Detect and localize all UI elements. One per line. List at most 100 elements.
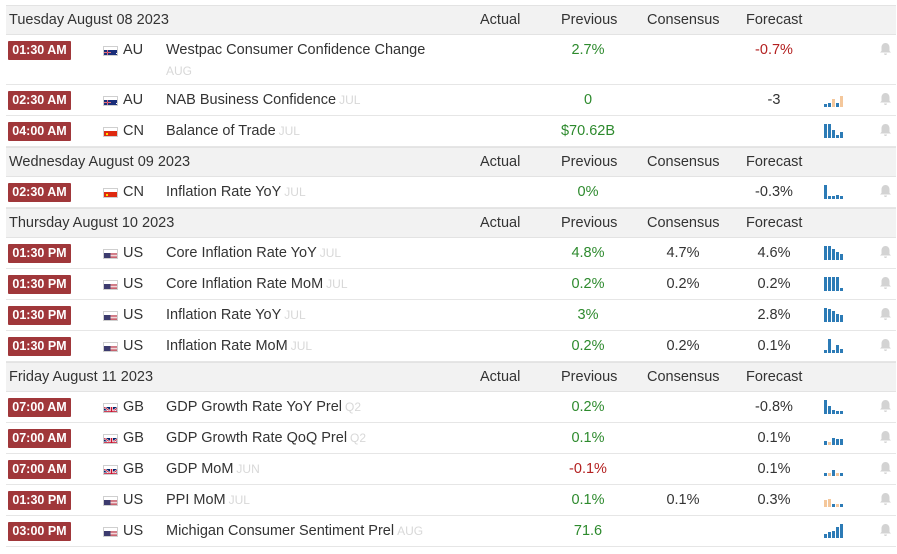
event-row[interactable]: 07:00 AM GB GDP Growth Rate YoY Prel Q2 0.2%… — [6, 392, 896, 423]
sparkline-bar — [824, 104, 827, 107]
sparkline-chart[interactable] — [824, 124, 852, 138]
event-name[interactable]: NAB Business Confidence — [166, 92, 337, 108]
sparkline-chart[interactable] — [824, 400, 852, 414]
bell-icon[interactable] — [879, 184, 892, 198]
event-row[interactable]: 03:00 PM US Michigan Consumer Sentiment Pr… — [6, 516, 896, 547]
event-name[interactable]: Westpac Consumer Confidence Change — [166, 42, 426, 58]
consensus-value: 0.2% — [666, 338, 700, 354]
forecast-value: 0.1% — [757, 430, 791, 446]
event-period: JUL — [228, 493, 250, 507]
event-name-link[interactable]: NAB Business Confidence JUL — [166, 92, 360, 108]
event-row[interactable]: 01:30 PM US Inflation Rate YoY JUL 3% 2.8% — [6, 300, 896, 331]
previous-value: 2.7% — [571, 42, 605, 58]
cn-flag-icon — [103, 127, 118, 137]
event-name-link[interactable]: Michigan Consumer Sentiment Prel AUG — [166, 523, 423, 539]
event-name-link[interactable]: Inflation Rate YoY JUL — [166, 184, 306, 200]
event-name[interactable]: Core Inflation Rate YoY — [166, 245, 317, 261]
sparkline-bar — [824, 534, 827, 538]
day-title: Wednesday August 09 2023 — [9, 154, 191, 170]
event-name-link[interactable]: GDP Growth Rate YoY Prel Q2 — [166, 399, 361, 415]
sparkline-bar — [828, 196, 831, 199]
event-name[interactable]: GDP MoM — [166, 461, 234, 477]
sparkline-bar — [824, 308, 827, 322]
event-name-link[interactable]: GDP Growth Rate QoQ Prel Q2 — [166, 430, 366, 446]
sparkline-chart[interactable] — [824, 277, 852, 291]
event-name[interactable]: GDP Growth Rate YoY Prel — [166, 399, 342, 415]
event-name-link[interactable]: Inflation Rate YoY JUL — [166, 307, 306, 323]
country-code: GB — [123, 461, 144, 477]
sparkline-bar — [832, 531, 835, 538]
event-name-link[interactable]: Core Inflation Rate MoM JUL — [166, 276, 348, 292]
sparkline-bar — [828, 339, 831, 353]
event-name[interactable]: Michigan Consumer Sentiment Prel — [166, 523, 395, 539]
event-name[interactable]: GDP Growth Rate QoQ Prel — [166, 430, 348, 446]
sparkline-chart[interactable] — [824, 493, 852, 507]
event-name-link[interactable]: GDP MoM JUN — [166, 461, 260, 477]
bell-icon[interactable] — [879, 276, 892, 290]
sparkline-bar — [836, 135, 839, 138]
day-title: Tuesday August 08 2023 — [9, 12, 169, 28]
event-row[interactable]: 04:00 AM CN Balance of Trade JUL $70.62B — [6, 116, 896, 147]
event-row[interactable]: 07:00 AM GB GDP Growth Rate QoQ Prel Q2 0.1%… — [6, 423, 896, 454]
forecast-value: 0.2% — [757, 276, 791, 292]
us-flag-icon — [103, 527, 118, 537]
sparkline-bar — [828, 473, 831, 476]
sparkline-chart[interactable] — [824, 431, 852, 445]
event-row[interactable]: 01:30 PM US Core Inflation Rate MoM JUL 0.2%… — [6, 269, 896, 300]
bell-icon[interactable] — [879, 492, 892, 506]
sparkline-chart[interactable] — [824, 185, 852, 199]
sparkline-bar — [832, 410, 835, 414]
sparkline-bar — [840, 411, 843, 414]
bell-icon[interactable] — [879, 430, 892, 444]
event-name[interactable]: Balance of Trade — [166, 123, 276, 139]
bell-icon[interactable] — [879, 338, 892, 352]
event-name[interactable]: Core Inflation Rate MoM — [166, 276, 324, 292]
sparkline-bar — [824, 350, 827, 353]
bell-icon[interactable] — [879, 123, 892, 137]
sparkline-chart[interactable] — [824, 524, 852, 538]
sparkline-chart[interactable] — [824, 93, 852, 107]
bell-icon[interactable] — [879, 399, 892, 413]
event-row[interactable]: 01:30 AM AU Westpac Consumer Confidence Ch… — [6, 35, 896, 85]
event-name[interactable]: Inflation Rate MoM — [166, 338, 288, 354]
event-row[interactable]: 01:30 PM US PPI MoM JUL 0.1% 0.1% 0.3% — [6, 485, 896, 516]
event-name-link[interactable]: Westpac Consumer Confidence Change — [166, 42, 425, 58]
event-name-link[interactable]: PPI MoM JUL — [166, 492, 250, 508]
previous-value: 0.2% — [571, 276, 605, 292]
bell-icon[interactable] — [879, 245, 892, 259]
sparkline-bar — [832, 277, 835, 291]
sparkline-bar — [828, 499, 831, 507]
event-row[interactable]: 02:30 AM AU NAB Business Confidence JUL 0 -3 — [6, 85, 896, 116]
event-period: JUL — [284, 308, 306, 322]
event-name-link[interactable]: Inflation Rate MoM JUL — [166, 338, 312, 354]
sparkline-bar — [840, 96, 843, 107]
event-name-link[interactable]: Core Inflation Rate YoY JUL — [166, 245, 341, 261]
time-badge: 01:30 PM — [8, 275, 71, 294]
event-row[interactable]: 01:30 PM US Inflation Rate MoM JUL 0.2% 0.2% 0… — [6, 331, 896, 362]
sparkline-bar — [824, 500, 827, 507]
event-row[interactable]: 01:30 PM US Core Inflation Rate YoY JUL 4.8%… — [6, 238, 896, 269]
event-name[interactable]: PPI MoM — [166, 492, 226, 508]
previous-value: 0.2% — [571, 338, 605, 354]
bell-icon[interactable] — [879, 307, 892, 321]
event-row[interactable]: 02:30 AM CN Inflation Rate YoY JUL 0% -0.3% — [6, 177, 896, 208]
event-name[interactable]: Inflation Rate YoY — [166, 307, 282, 323]
column-header-consensus: Consensus — [647, 154, 720, 170]
sparkline-bar — [836, 277, 839, 291]
sparkline-bar — [840, 524, 843, 538]
event-name-link[interactable]: Balance of Trade JUL — [166, 123, 300, 139]
bell-icon[interactable] — [879, 92, 892, 106]
bell-icon[interactable] — [879, 461, 892, 475]
event-period: JUL — [284, 185, 306, 199]
day-title: Friday August 11 2023 — [9, 369, 154, 385]
bell-icon[interactable] — [879, 42, 892, 56]
sparkline-chart[interactable] — [824, 462, 852, 476]
sparkline-chart[interactable] — [824, 339, 852, 353]
bell-icon[interactable] — [879, 523, 892, 537]
sparkline-bar — [824, 400, 827, 414]
sparkline-chart[interactable] — [824, 308, 852, 322]
sparkline-chart[interactable] — [824, 246, 852, 260]
event-name[interactable]: Inflation Rate YoY — [166, 184, 282, 200]
event-row[interactable]: 07:00 AM GB GDP MoM JUN -0.1% 0.1% — [6, 454, 896, 485]
column-header-actual: Actual — [480, 215, 521, 231]
